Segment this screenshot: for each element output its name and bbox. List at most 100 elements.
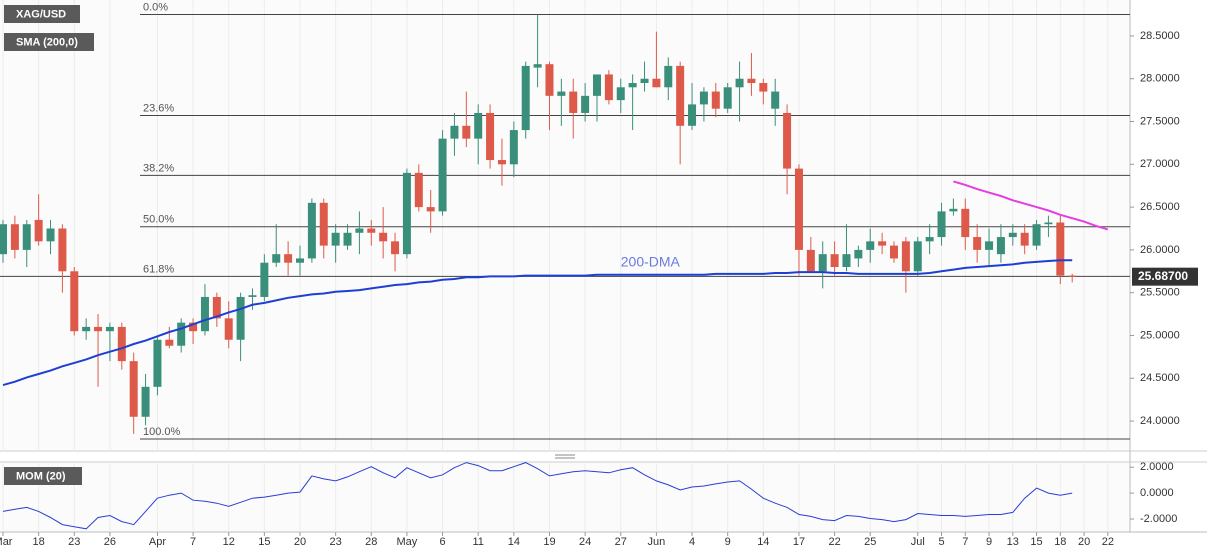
candle-body <box>248 295 257 297</box>
candle-body <box>996 237 1005 255</box>
sma-line <box>2 259 1073 387</box>
x-tick-label: 19 <box>543 536 555 548</box>
candle-body <box>688 104 697 126</box>
x-tick-label: 23 <box>330 536 342 548</box>
x-tick-label: 12 <box>223 536 235 548</box>
x-tick-label: 24 <box>579 536 591 548</box>
candle-body <box>842 254 851 268</box>
x-tick-label: May <box>397 536 418 548</box>
candle-body <box>771 91 780 109</box>
candle-body <box>34 219 43 242</box>
candle-body <box>545 64 554 96</box>
mom-legend: MOM (20) <box>16 470 66 482</box>
x-tick-label: 14 <box>508 536 520 548</box>
sma-legend: SMA (200,0) <box>16 36 78 48</box>
candle-body <box>391 241 400 255</box>
y-tick-label: 28.5000 <box>1140 30 1180 42</box>
candle-body <box>949 208 958 212</box>
candle-body <box>878 241 887 246</box>
candle-body <box>830 254 839 268</box>
candle-body <box>1020 232 1029 246</box>
candle-body <box>628 83 637 88</box>
candle-body <box>711 91 720 109</box>
candle-body <box>866 241 875 250</box>
candle-body <box>284 254 293 263</box>
x-tick-label: 28 <box>365 536 377 548</box>
candle-body <box>0 224 7 255</box>
candle-body <box>925 237 934 242</box>
candle-body <box>331 232 340 246</box>
candle-body <box>58 228 67 272</box>
candle-body <box>450 125 459 139</box>
x-tick-label: 15 <box>1030 536 1042 548</box>
candle-body <box>854 249 863 259</box>
mom-panel <box>0 462 1130 532</box>
candle-body <box>901 241 910 272</box>
candle-body <box>723 87 732 109</box>
candle-body <box>616 87 625 101</box>
fib-label: 50.0% <box>143 214 174 226</box>
candle-body <box>212 296 221 319</box>
candle-body <box>438 138 447 212</box>
x-tick-label: Apr <box>149 536 166 548</box>
x-tick-label: 27 <box>615 536 627 548</box>
candle-body <box>224 318 233 340</box>
candle-body <box>236 296 245 340</box>
x-tick-label: 18 <box>1054 536 1066 548</box>
candle-body <box>272 254 281 263</box>
candle-body <box>557 91 566 96</box>
x-tick-label: 9 <box>986 536 992 548</box>
candle-body <box>141 386 150 417</box>
candle-body <box>1056 222 1065 276</box>
x-tick-label: Mar <box>0 536 13 548</box>
label-layer: XAG/USD SMA (200,0) MOM (20) 24.0000 24.5… <box>0 1 1188 547</box>
mom-tick-label: 2.0000 <box>1140 461 1174 473</box>
y-tick-label: 24.5000 <box>1140 372 1180 384</box>
candle-body <box>569 91 578 113</box>
candle-body <box>307 202 316 259</box>
candle-body <box>581 95 590 113</box>
candle-body <box>486 112 495 161</box>
candle-body <box>402 172 411 255</box>
candle-body <box>890 245 898 259</box>
candle-body <box>105 326 114 332</box>
candle-body <box>747 78 756 84</box>
candle-body <box>379 232 388 242</box>
candle-body <box>1044 222 1053 225</box>
candle-body <box>593 74 601 96</box>
x-tick-label: 14 <box>757 536 769 548</box>
trend-line <box>953 180 1109 231</box>
x-tick-label: Jul <box>911 536 925 548</box>
candle-body <box>22 224 31 250</box>
x-tick-label: Jun <box>648 536 666 548</box>
candle-body <box>985 241 994 250</box>
x-tick-label: 22 <box>828 536 840 548</box>
candle-body <box>961 208 970 238</box>
candle-body <box>10 224 19 250</box>
candle-body <box>153 339 162 387</box>
x-tick-label: 25 <box>864 536 876 548</box>
candle-body <box>794 168 803 250</box>
y-tick-label: 24.0000 <box>1140 415 1180 427</box>
y-tick-label: 28.0000 <box>1140 73 1180 85</box>
x-tick-label: 17 <box>793 536 805 548</box>
candle-body <box>759 83 768 92</box>
candle-body <box>818 254 827 272</box>
x-tick-label: 13 <box>1007 536 1019 548</box>
grid-layer <box>0 0 1134 536</box>
candle-body <box>1068 275 1077 277</box>
candle-body <box>806 249 815 272</box>
candle-body <box>735 78 744 88</box>
candle-body <box>70 271 79 332</box>
candle-body <box>177 322 186 346</box>
x-tick-label: 20 <box>294 536 306 548</box>
sma-box <box>4 33 94 51</box>
x-tick-label: 5 <box>938 536 944 548</box>
candle-body <box>46 228 55 242</box>
x-tick-label: 4 <box>689 536 695 548</box>
candle-body <box>699 91 708 105</box>
candle-body <box>367 228 376 233</box>
candle-body <box>1008 232 1017 238</box>
x-tick-label: 18 <box>33 536 45 548</box>
candle-body <box>94 326 103 332</box>
